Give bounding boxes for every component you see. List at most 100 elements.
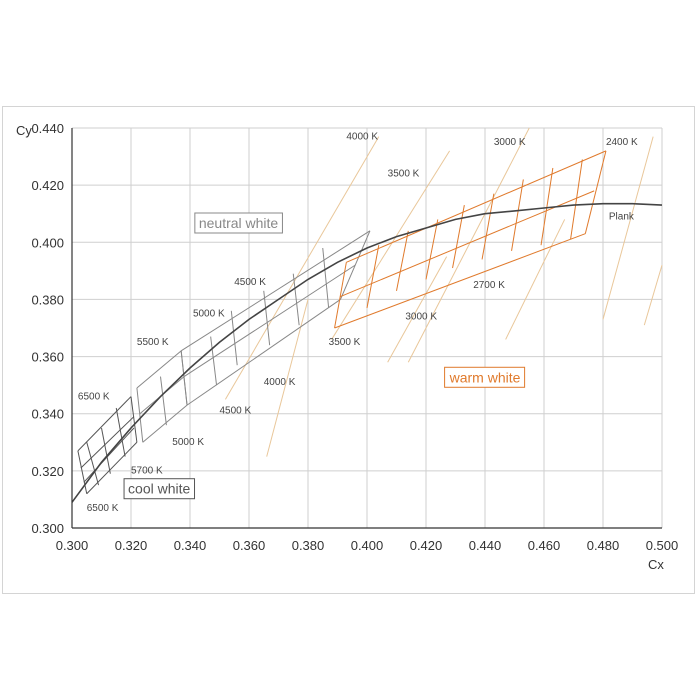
region-isoline bbox=[136, 387, 144, 443]
plank-locus bbox=[71, 202, 663, 503]
x-tick-label: 0.460 bbox=[528, 538, 561, 553]
temperature-label: 4000 K bbox=[346, 131, 378, 142]
region-isoline bbox=[160, 376, 167, 426]
region-warm bbox=[334, 150, 607, 329]
temperature-label: 5500 K bbox=[137, 337, 169, 348]
y-tick-label: 0.380 bbox=[31, 292, 64, 307]
region-label-box bbox=[123, 478, 196, 500]
y-tick-label: 0.440 bbox=[31, 121, 64, 136]
temperature-label: 3000 K bbox=[494, 137, 526, 148]
temperature-label: 4500 K bbox=[234, 277, 266, 288]
region-offset-line bbox=[180, 230, 371, 352]
region-isoline bbox=[366, 245, 380, 309]
region-isoline bbox=[292, 273, 300, 326]
region-offset-line bbox=[346, 150, 607, 263]
x-tick-label: 0.300 bbox=[56, 538, 89, 553]
x-axis-title: Cx bbox=[648, 557, 664, 572]
temperature-label: 3500 K bbox=[329, 337, 361, 348]
color-regions bbox=[77, 150, 607, 495]
y-tick-label: 0.300 bbox=[31, 521, 64, 536]
region-offset-line bbox=[80, 416, 135, 469]
isotherm-lines bbox=[224, 127, 663, 457]
x-tick-label: 0.500 bbox=[646, 538, 679, 553]
x-tick-label: 0.420 bbox=[410, 538, 443, 553]
region-isoline bbox=[230, 310, 238, 366]
temperature-label: 6500 K bbox=[78, 391, 110, 402]
region-isoline bbox=[263, 290, 271, 346]
y-tick-label: 0.340 bbox=[31, 407, 64, 422]
region-isoline bbox=[130, 396, 138, 443]
region-isoline bbox=[540, 167, 554, 246]
region-offset-line bbox=[186, 299, 341, 406]
region-isoline bbox=[180, 350, 188, 406]
temperature-label: 3500 K bbox=[388, 169, 420, 180]
region-offset-line bbox=[86, 441, 138, 495]
temperature-label: 4000 K bbox=[264, 377, 296, 388]
region-isoline bbox=[452, 205, 465, 269]
region-offset-line bbox=[334, 233, 586, 329]
temperature-label: Plank bbox=[609, 211, 635, 222]
isotherm-line bbox=[387, 256, 448, 363]
region-label: neutral white bbox=[199, 215, 279, 231]
region-isoline bbox=[481, 193, 495, 260]
region-offset-line bbox=[77, 396, 132, 452]
region-isoline bbox=[77, 450, 88, 494]
isotherm-line bbox=[331, 150, 451, 340]
region-isoline bbox=[584, 150, 607, 234]
y-tick-label: 0.420 bbox=[31, 178, 64, 193]
chart-frame bbox=[2, 106, 695, 594]
region-offset-line bbox=[136, 350, 182, 389]
temperature-label: 5700 K bbox=[131, 466, 163, 477]
region-isoline bbox=[115, 407, 126, 457]
plank-curve bbox=[71, 202, 663, 503]
isotherm-line bbox=[505, 219, 566, 340]
x-tick-label: 0.440 bbox=[469, 538, 502, 553]
temperature-label: 4500 K bbox=[220, 406, 252, 417]
region-labels: neutral white cool white warm white bbox=[123, 212, 526, 500]
isotherm-line bbox=[224, 136, 380, 400]
region-offset-line bbox=[183, 264, 356, 377]
region-isoline bbox=[334, 262, 347, 329]
temperature-label: 2400 K bbox=[606, 137, 638, 148]
region-isoline bbox=[396, 230, 409, 291]
isotherm-line bbox=[643, 265, 663, 326]
x-tick-label: 0.380 bbox=[292, 538, 325, 553]
x-tick-label: 0.320 bbox=[115, 538, 148, 553]
x-tick-label: 0.400 bbox=[351, 538, 384, 553]
region-cool bbox=[77, 396, 138, 495]
x-tick-label: 0.340 bbox=[174, 538, 207, 553]
temperature-label: 6500 K bbox=[87, 503, 119, 514]
region-label-box bbox=[194, 212, 283, 234]
region-isoline bbox=[86, 442, 100, 486]
region-isoline bbox=[322, 247, 330, 309]
temperature-label: 5000 K bbox=[193, 309, 225, 320]
grid bbox=[72, 127, 663, 528]
temperature-label: 3000 K bbox=[405, 311, 437, 322]
y-axis-title: Cy bbox=[16, 123, 32, 138]
region-offset-line bbox=[340, 190, 595, 298]
isotherm-line bbox=[407, 127, 530, 363]
isotherm-line bbox=[602, 136, 654, 320]
region-label-box bbox=[444, 366, 526, 388]
region-neutral-grey bbox=[136, 350, 188, 443]
temperature-labels: 6500 K 6500 K 5700 K 5500 K 5000 K 5000 K 4500… bbox=[78, 131, 638, 513]
region-label: cool white bbox=[128, 481, 190, 497]
region-label: warm white bbox=[449, 369, 521, 385]
y-tick-label: 0.400 bbox=[31, 235, 64, 250]
y-tick-label: 0.360 bbox=[31, 350, 64, 365]
temperature-label: 2700 K bbox=[473, 280, 505, 291]
region-isoline bbox=[570, 159, 583, 240]
region-isoline bbox=[511, 179, 524, 251]
x-tick-label: 0.360 bbox=[233, 538, 266, 553]
region-isoline bbox=[101, 427, 111, 474]
region-offset-line bbox=[142, 404, 188, 443]
region-isoline bbox=[210, 336, 218, 386]
temperature-label: 5000 K bbox=[172, 437, 204, 448]
region-offset-line bbox=[83, 427, 135, 483]
isotherm-line bbox=[266, 299, 309, 457]
axes: 0.300 0.320 0.340 0.360 0.380 0.400 0.420 0.440… bbox=[16, 121, 678, 572]
x-tick-label: 0.480 bbox=[587, 538, 620, 553]
y-tick-label: 0.320 bbox=[31, 464, 64, 479]
region-isoline bbox=[425, 219, 439, 280]
